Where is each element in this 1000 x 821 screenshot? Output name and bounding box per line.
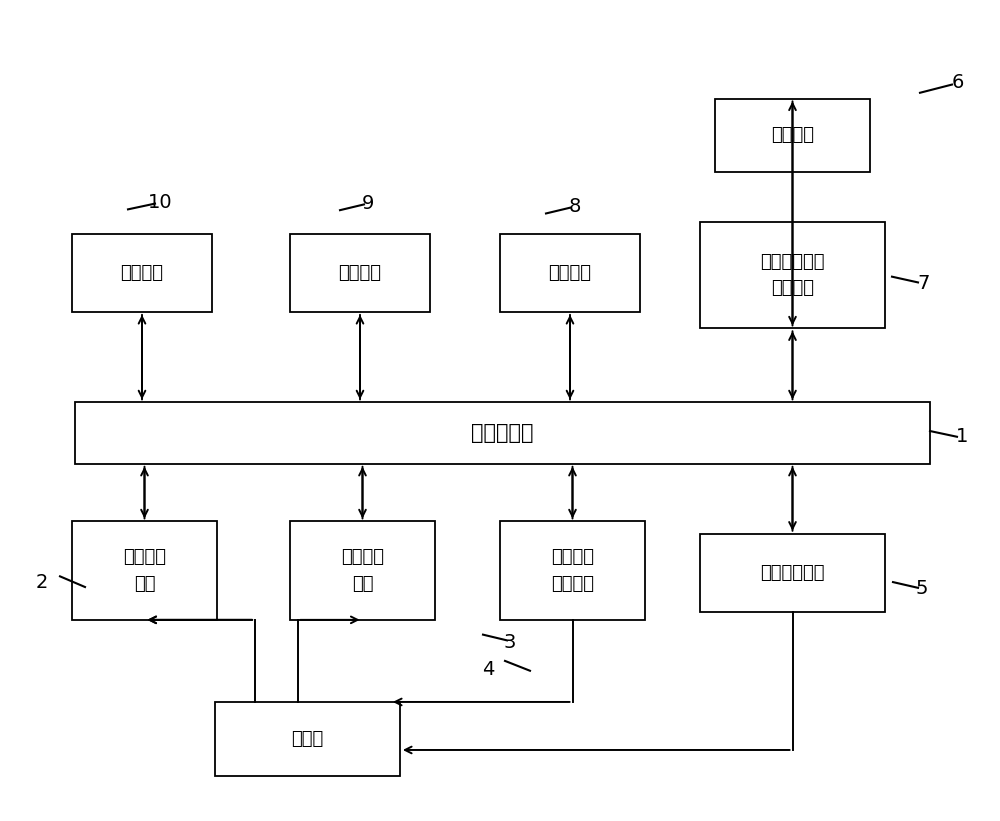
Bar [72,234,212,312]
Bar [290,521,435,620]
Bar [700,534,885,612]
Text: 5: 5 [916,579,928,599]
Text: 输入单元: 输入单元 [338,264,382,282]
Text: 1: 1 [956,427,968,447]
Text: 2: 2 [36,573,48,593]
Bar [700,222,885,328]
Bar [72,521,217,620]
Text: 8: 8 [569,197,581,217]
Text: 3: 3 [504,632,516,652]
Text: 蓄电池: 蓄电池 [291,730,324,748]
Text: 锂电池组: 锂电池组 [771,126,814,144]
Bar [715,99,870,172]
Text: 电压检测
电路: 电压检测 电路 [123,548,166,593]
Text: 交流电流
输出电路: 交流电流 输出电路 [551,548,594,593]
Text: 主控制模块: 主控制模块 [471,423,534,443]
Text: 显示单元: 显示单元 [121,264,164,282]
Bar [215,702,400,776]
Text: 7: 7 [918,273,930,293]
Text: 内阻检测
电路: 内阻检测 电路 [341,548,384,593]
Text: 恒流放电电路: 恒流放电电路 [760,564,825,581]
Text: 锂电池充放电
管理电路: 锂电池充放电 管理电路 [760,253,825,297]
Text: 9: 9 [362,194,374,213]
Text: 4: 4 [482,659,494,679]
Bar [500,234,640,312]
Bar [75,402,930,464]
Text: 通信电路: 通信电路 [549,264,592,282]
Bar [290,234,430,312]
Text: 10: 10 [148,193,172,213]
Bar [500,521,645,620]
Text: 6: 6 [952,72,964,92]
